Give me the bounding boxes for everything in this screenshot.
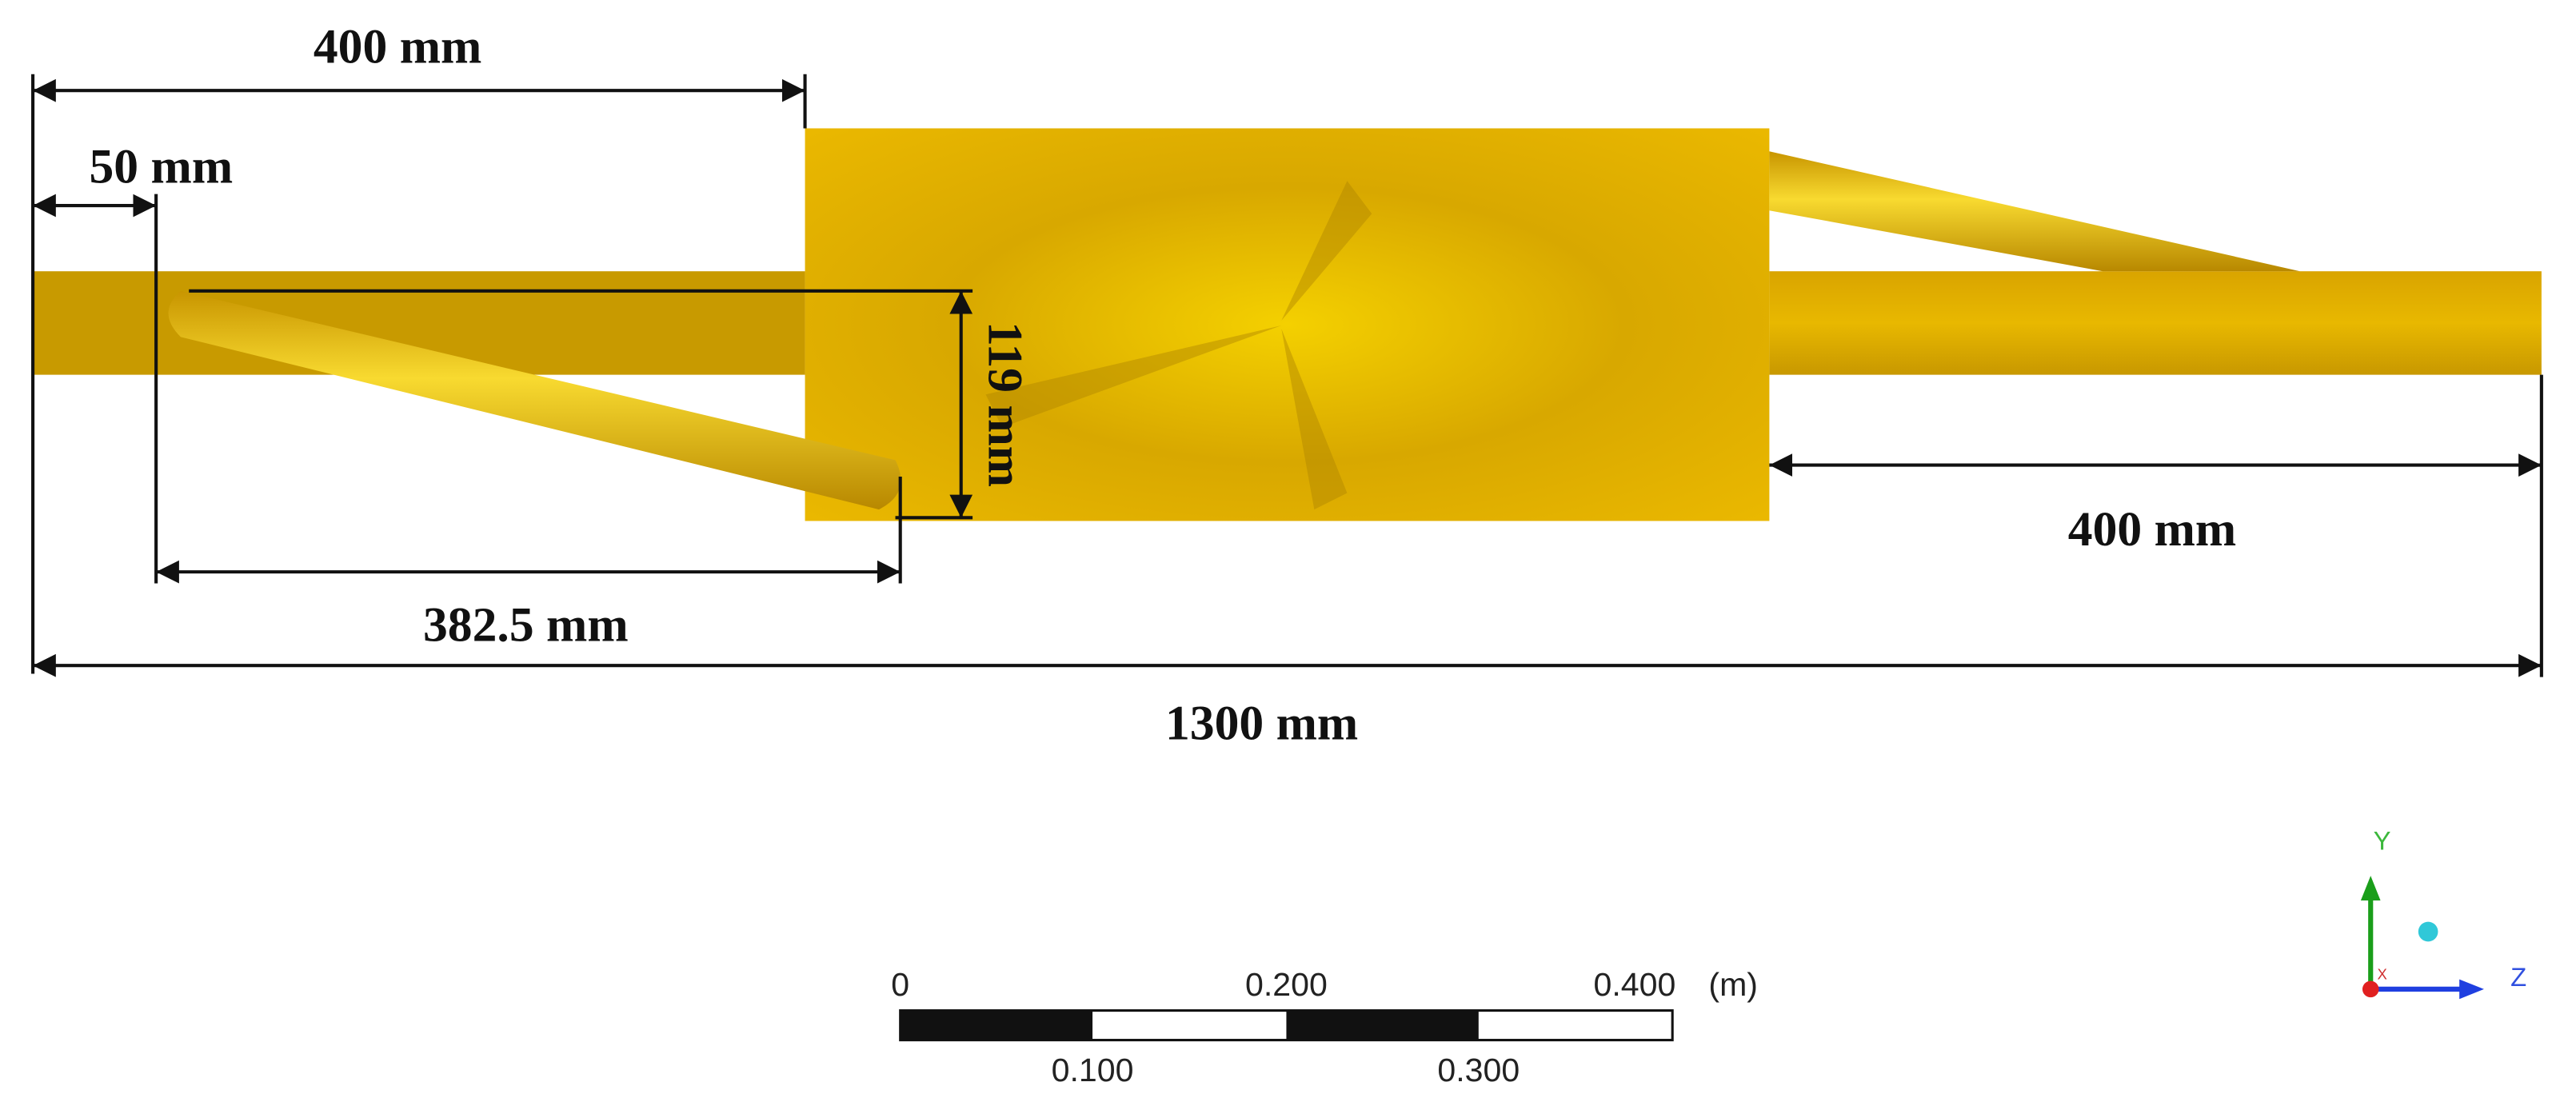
scale-bar <box>899 1009 1674 1042</box>
scale-unit: (m) <box>1708 966 1758 1003</box>
dimension-label: 1300 mm <box>1165 697 1358 751</box>
scale-label: 0.200 <box>1245 966 1328 1003</box>
axis-label: Z <box>2510 962 2526 992</box>
scale-label: 0.400 <box>1594 966 1676 1003</box>
scale-label: 0.100 <box>1052 1052 1134 1088</box>
dimension-label: 382.5 mm <box>423 597 629 652</box>
chamber-shading <box>985 181 1372 510</box>
chamber <box>805 128 1770 521</box>
dimension-lines <box>31 74 2543 677</box>
axis-triad <box>2360 876 2484 1000</box>
dimension-label: 400 mm <box>2068 502 2236 557</box>
dimension-label: 119 mm <box>978 321 1032 487</box>
axis-label: Y <box>2374 825 2391 855</box>
dimension-label: 400 mm <box>314 19 481 74</box>
axis-label: X <box>2377 966 2386 983</box>
outlet-inner-pipe <box>1769 151 2300 272</box>
dimension-label: 50 mm <box>89 139 233 194</box>
outlet-pipe <box>1769 271 2542 375</box>
inlet-inner-pipe <box>168 290 901 510</box>
scale-label: 0 <box>891 966 909 1003</box>
scale-label: 0.300 <box>1437 1052 1520 1088</box>
